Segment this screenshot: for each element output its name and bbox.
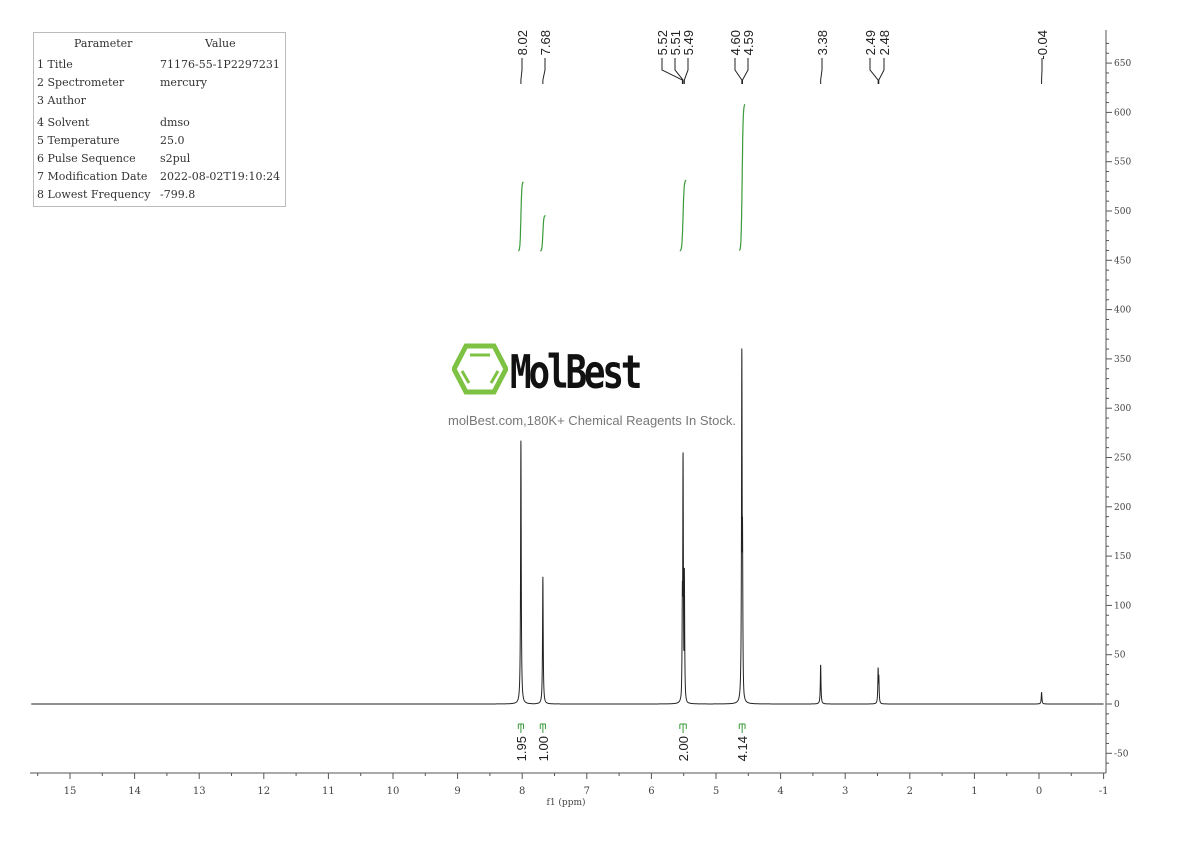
x-tick-label: 15 [64, 786, 77, 797]
parameter-value: dmso [160, 116, 190, 129]
x-tick-label: 8 [519, 786, 525, 797]
parameter-value: mercury [160, 76, 207, 89]
integral-curve [738, 103, 746, 252]
x-tick-label: 5 [713, 786, 719, 797]
y-tick-label: 650 [1114, 59, 1131, 69]
benzene-logo-icon [451, 343, 509, 395]
x-tick-label: 4 [777, 786, 783, 797]
integral-bracket [679, 723, 687, 733]
parameter-key: 3 Author [37, 94, 86, 107]
integral-curve [679, 179, 687, 252]
parameter-key: 2 Spectrometer [37, 76, 125, 89]
y-tick-label: 50 [1114, 651, 1126, 661]
y-tick-label: 500 [1114, 207, 1131, 217]
molbest-logo: MolBest [451, 343, 752, 403]
integral-bracket [539, 723, 546, 733]
brand-name: MolBest [510, 345, 643, 399]
x-axis-label: f1 (ppm) [547, 797, 586, 808]
y-tick-label: 350 [1114, 355, 1131, 365]
spectrum-line [31, 348, 1104, 705]
peak-label: 5.52 [655, 30, 670, 55]
x-tick-label: 9 [454, 786, 460, 797]
peak-label-connector [674, 58, 684, 84]
x-tick-label: 1 [971, 786, 977, 797]
integral-label: 4.14 [735, 736, 750, 761]
parameter-key: 4 Solvent [37, 116, 90, 129]
y-tick-label: -50 [1114, 749, 1129, 759]
parameter-value: 2022-08-02T19:10:24 [160, 170, 281, 183]
x-tick-label: 10 [387, 786, 400, 797]
parameter-value: 25.0 [160, 134, 185, 147]
peak-label: 2.49 [863, 30, 878, 55]
parameter-key: 8 Lowest Frequency [37, 188, 151, 201]
parameter-key: 1 Title [37, 58, 73, 71]
peak-label-connector [741, 58, 749, 84]
integral-curve [518, 181, 524, 252]
peak-label: 7.68 [538, 30, 553, 55]
x-tick-label: 13 [193, 786, 206, 797]
peak-label: 3.38 [815, 30, 830, 55]
y-tick-label: 100 [1114, 601, 1131, 611]
peak-label: 8.02 [515, 30, 530, 55]
parameter-value: s2pul [160, 152, 191, 165]
integral-bracket [738, 723, 746, 733]
x-tick-label: 0 [1036, 786, 1042, 797]
peak-label: 2.48 [877, 30, 892, 55]
integral-curve [539, 215, 546, 252]
peak-label-connector [683, 58, 689, 84]
peak-label-connector [520, 58, 523, 84]
parameter-key: 7 Modification Date [37, 170, 148, 183]
integral-label: 1.00 [536, 736, 551, 761]
tagline: molBest.com,180K+ Chemical Reagents In S… [448, 413, 736, 428]
integral-bracket [517, 723, 524, 733]
peak-label: 4.59 [741, 30, 756, 55]
y-tick-label: 300 [1114, 404, 1131, 414]
peak-label-connector [820, 58, 823, 84]
x-tick-label: 6 [648, 786, 654, 797]
parameter-key: 5 Temperature [37, 134, 120, 147]
value-header: Value [205, 37, 236, 50]
y-tick-label: 200 [1114, 503, 1131, 513]
x-tick-label: 14 [128, 786, 141, 797]
y-tick-label: 0 [1114, 700, 1120, 710]
peak-label-connector [878, 58, 885, 84]
x-tick-label: 7 [584, 786, 590, 797]
parameter-key: 6 Pulse Sequence [37, 152, 136, 165]
parameter-value: 71176-55-1P2297231 [160, 58, 280, 71]
parameter-header: Parameter [74, 37, 133, 50]
x-tick-label: 3 [842, 786, 848, 797]
peak-label: -0.04 [1035, 30, 1050, 60]
y-tick-label: 600 [1114, 108, 1131, 118]
y-tick-label: 250 [1114, 454, 1131, 464]
integral-label: 2.00 [676, 736, 691, 761]
parameter-table: Parameter Value 1 Title 71176-55-1P229723… [33, 32, 286, 207]
peak-label-connector [869, 58, 879, 84]
x-tick-label: 2 [907, 786, 913, 797]
y-tick-label: 450 [1114, 256, 1131, 266]
y-tick-label: 150 [1114, 552, 1131, 562]
peak-label-connector [542, 58, 546, 84]
peak-label-connector [661, 58, 683, 84]
x-tick-label: -1 [1099, 786, 1109, 797]
peak-label: 5.51 [668, 30, 683, 55]
peak-label: 4.60 [728, 30, 743, 55]
x-tick-label: 11 [322, 786, 335, 797]
y-tick-label: 400 [1114, 306, 1131, 316]
peak-label: 5.49 [681, 30, 696, 55]
y-tick-label: 550 [1114, 158, 1131, 168]
x-tick-label: 12 [257, 786, 270, 797]
peak-label-connector [734, 58, 743, 84]
parameter-value: -799.8 [160, 188, 196, 201]
integral-label: 1.95 [514, 736, 529, 761]
